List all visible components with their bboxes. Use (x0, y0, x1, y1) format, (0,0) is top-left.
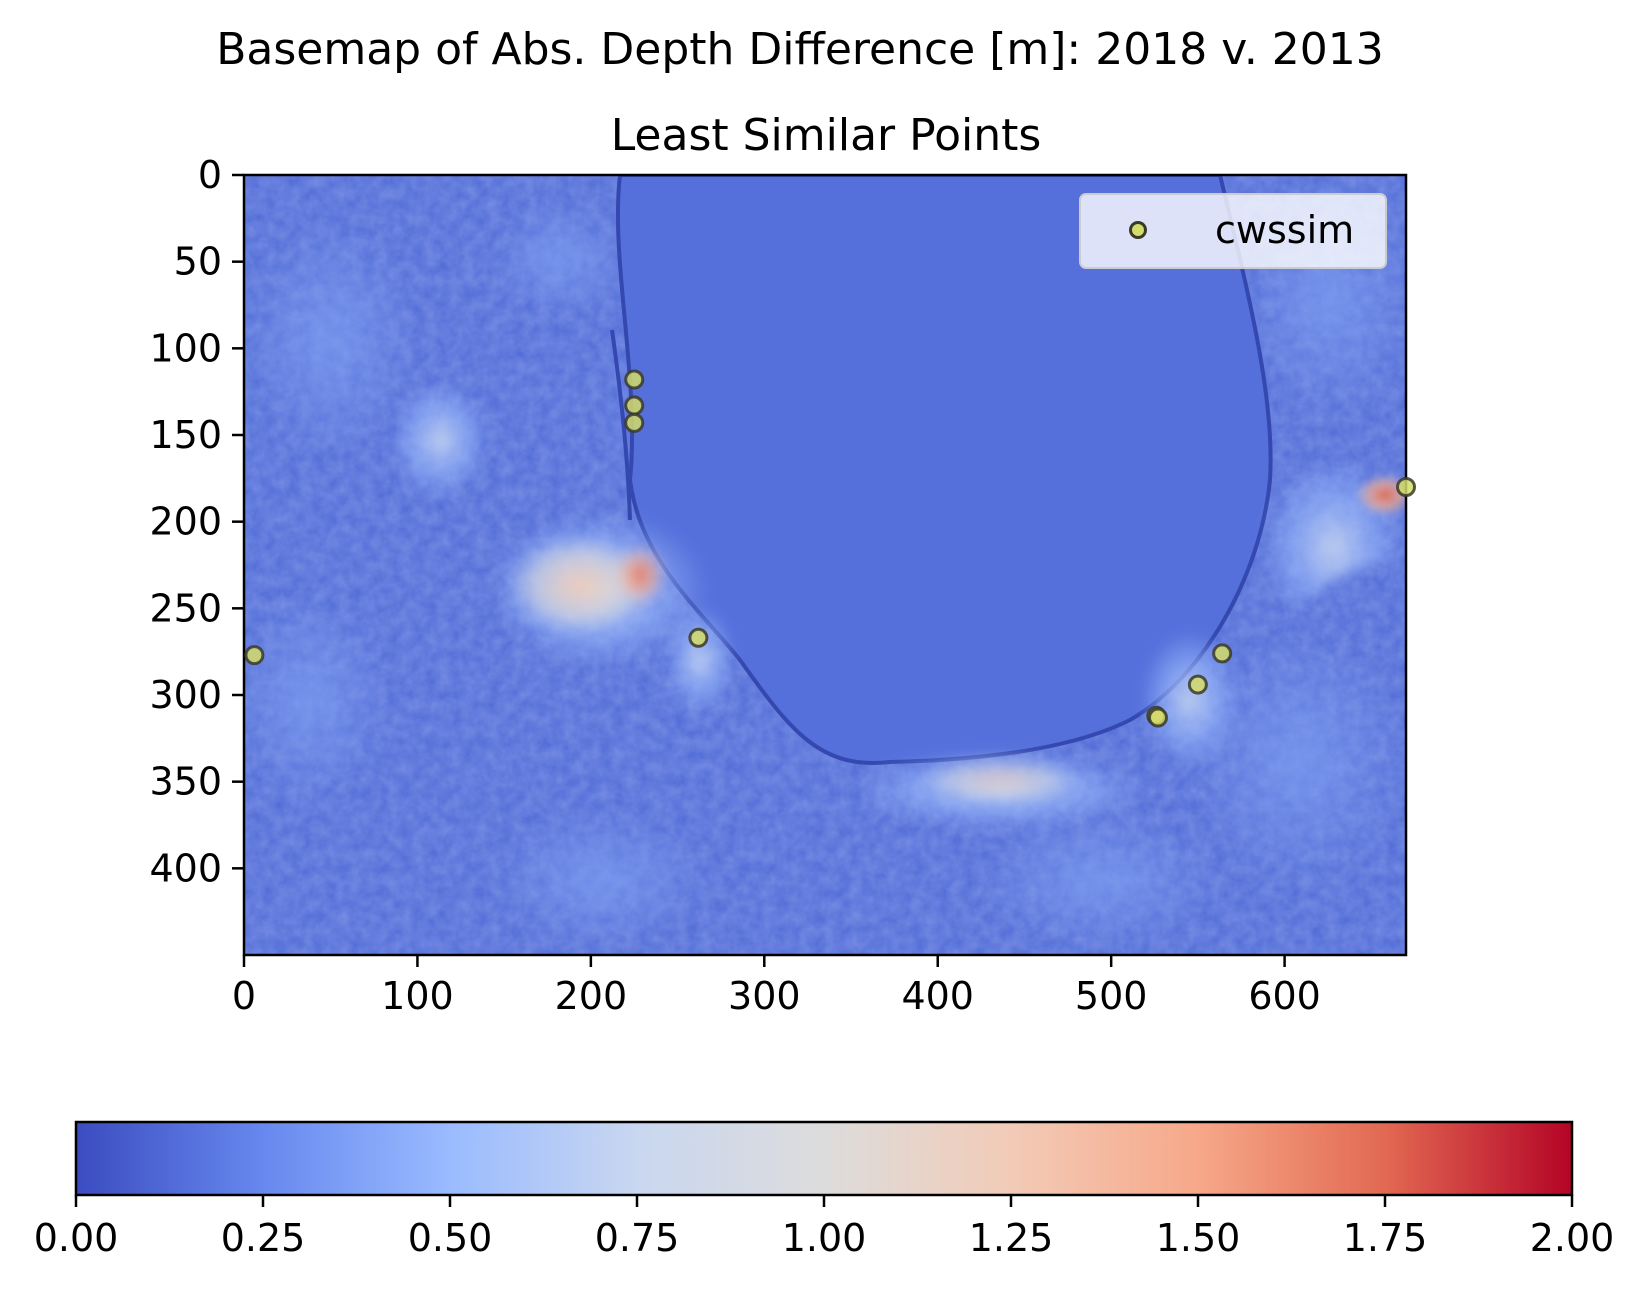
scatter-point (624, 412, 645, 433)
y-tick-label: 350 (149, 760, 222, 804)
scatter-point (244, 645, 265, 666)
heatmap-image (244, 175, 1406, 955)
x-axis: 0 100 200 300 400 500 600 (232, 955, 1321, 1018)
x-tick-label: 600 (1248, 974, 1321, 1018)
plot-frame (242, 173, 1408, 957)
x-tick-label: 200 (555, 974, 628, 1018)
x-tick-label: 0 (232, 974, 256, 1018)
y-tick-label: 200 (149, 500, 222, 544)
y-tick-label: 0 (198, 153, 222, 197)
scatter-point (624, 369, 645, 390)
legend-label-cwssim: cwssim (1215, 208, 1354, 252)
colorbar-gradient (74, 1120, 1574, 1197)
colorbar-tick-label: 0.50 (408, 1216, 493, 1260)
legend: cwssim (1079, 193, 1387, 269)
x-tick-label: 100 (381, 974, 454, 1018)
colorbar-tick-label: 1.75 (1343, 1216, 1428, 1260)
colorbar-ticks: 0.00 0.25 0.50 0.75 1.00 1.25 1.50 1.75 2.00 (34, 1195, 1615, 1260)
y-tick-label: 50 (174, 240, 222, 284)
colorbar: 0.00 0.25 0.50 0.75 1.00 1.25 1.50 1.75 2.00 (34, 1120, 1615, 1260)
scatter-point (1212, 643, 1233, 664)
y-tick-label: 150 (149, 413, 222, 457)
scatter-point (624, 395, 645, 416)
x-tick-label: 300 (728, 974, 801, 1018)
y-axis: 0 50 100 150 200 250 300 350 400 (149, 153, 244, 890)
scatter-point (1187, 674, 1208, 695)
legend-marker-cwssim (1129, 221, 1147, 239)
colorbar-tick-label: 0.25 (221, 1216, 306, 1260)
x-tick-label: 400 (901, 974, 974, 1018)
colorbar-tick-label: 2.00 (1530, 1216, 1615, 1260)
axes-title: Least Similar Points (611, 110, 1042, 161)
colorbar-tick-label: 1.50 (1156, 1216, 1241, 1260)
scatter-point (688, 627, 709, 648)
scatter-point (1396, 477, 1416, 497)
y-tick-label: 250 (149, 586, 222, 630)
x-tick-label: 500 (1075, 974, 1148, 1018)
y-tick-label: 300 (149, 673, 222, 717)
colorbar-tick-label: 1.25 (969, 1216, 1054, 1260)
colorbar-tick-label: 0.75 (595, 1216, 680, 1260)
y-tick-label: 100 (149, 326, 222, 370)
figure-suptitle: Basemap of Abs. Depth Difference [m]: 20… (216, 24, 1384, 75)
colorbar-tick-label: 0.00 (34, 1216, 119, 1260)
scatter-series-cwssim (244, 369, 1416, 728)
scatter-point (1147, 707, 1168, 728)
colorbar-tick-label: 1.00 (782, 1216, 867, 1260)
y-tick-label: 400 (149, 846, 222, 890)
